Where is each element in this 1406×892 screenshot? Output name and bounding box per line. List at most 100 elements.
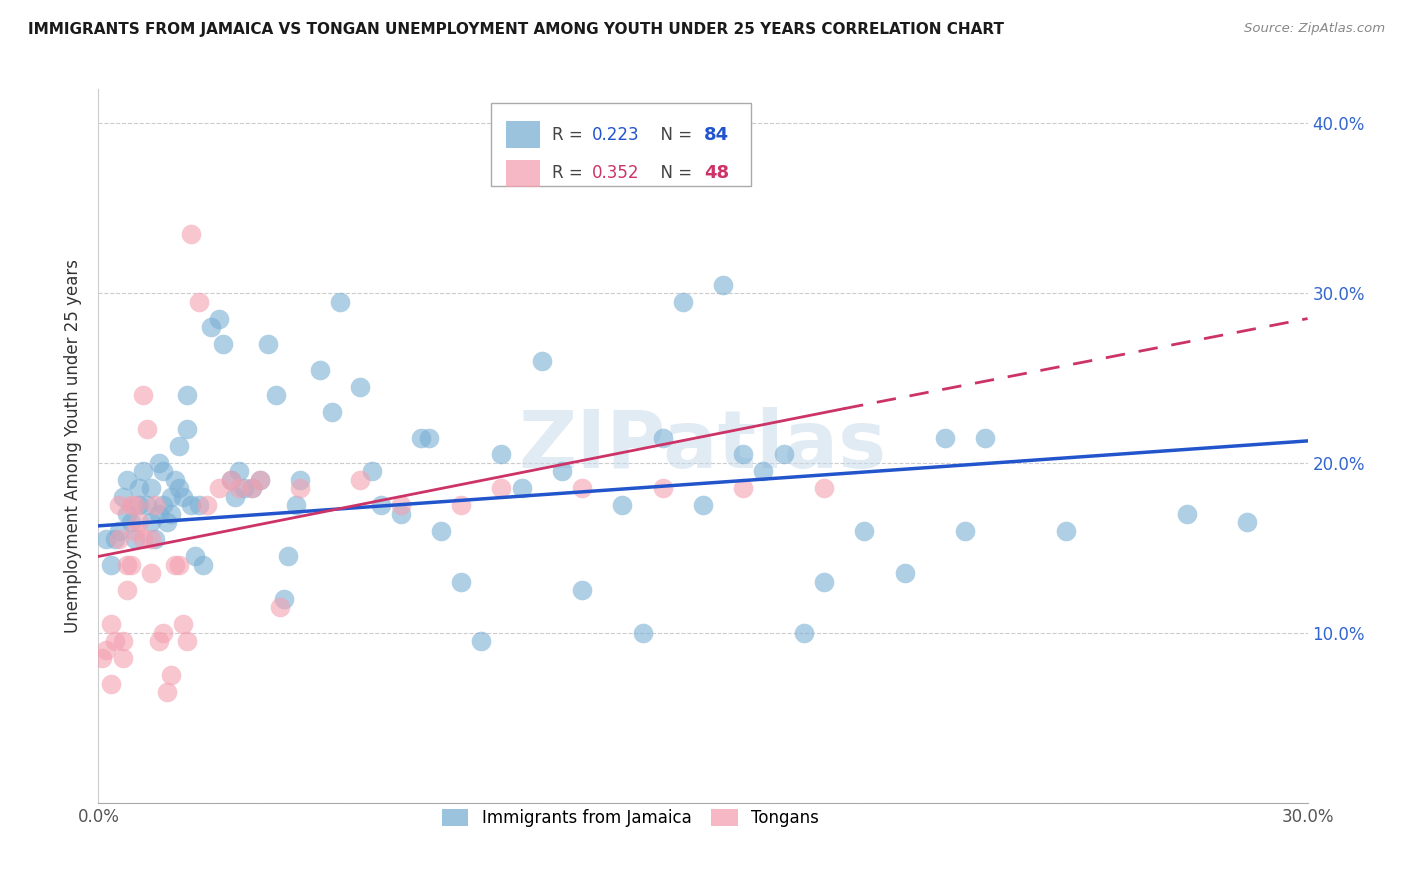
Point <box>124 533 146 547</box>
Point <box>128 482 150 496</box>
Point <box>510 482 533 496</box>
Point <box>733 482 755 496</box>
Point <box>256 337 278 351</box>
Point <box>692 499 714 513</box>
Point <box>120 499 142 513</box>
Point <box>103 634 125 648</box>
Point <box>143 499 166 513</box>
Point <box>167 558 190 572</box>
Point <box>143 533 166 547</box>
Point <box>160 668 183 682</box>
Point <box>284 499 307 513</box>
Point <box>132 465 155 479</box>
Point <box>221 473 243 487</box>
Point <box>160 490 183 504</box>
Point <box>551 465 574 479</box>
Point <box>389 507 412 521</box>
Point <box>277 549 299 564</box>
Point <box>160 507 183 521</box>
Point <box>120 558 142 572</box>
Point <box>152 626 174 640</box>
Point <box>571 482 593 496</box>
Point <box>180 227 202 241</box>
Point <box>128 499 150 513</box>
Point <box>115 473 138 487</box>
Point <box>249 473 271 487</box>
Legend: Immigrants from Jamaica, Tongans: Immigrants from Jamaica, Tongans <box>434 802 825 834</box>
Point <box>135 499 157 513</box>
Point <box>152 465 174 479</box>
Point <box>631 626 654 640</box>
Point <box>156 516 179 530</box>
Point <box>139 566 162 581</box>
Point <box>470 634 492 648</box>
Point <box>120 516 142 530</box>
Point <box>163 473 186 487</box>
Point <box>389 499 412 513</box>
Point <box>208 311 231 326</box>
Point <box>124 524 146 538</box>
Point <box>264 388 287 402</box>
Point <box>450 499 472 513</box>
Point <box>188 499 211 513</box>
Point <box>148 507 170 521</box>
Text: 0.223: 0.223 <box>592 126 640 144</box>
Point <box>111 490 134 504</box>
Point <box>221 473 243 487</box>
Point <box>249 473 271 487</box>
Point <box>100 558 122 572</box>
Point <box>188 294 211 309</box>
Point <box>321 405 343 419</box>
Point <box>491 482 513 496</box>
Bar <box>506 121 540 148</box>
Text: R =: R = <box>553 126 588 144</box>
Point <box>309 362 332 376</box>
Point <box>349 379 371 393</box>
FancyBboxPatch shape <box>492 103 751 186</box>
Point <box>232 482 254 496</box>
Point <box>148 456 170 470</box>
Point <box>107 524 129 538</box>
Point <box>124 499 146 513</box>
Point <box>813 482 835 496</box>
Point <box>711 277 734 292</box>
Point <box>813 574 835 589</box>
Point <box>115 558 138 572</box>
Point <box>329 294 352 309</box>
Point <box>228 465 250 479</box>
Point <box>115 583 138 598</box>
Point <box>651 430 673 444</box>
Point <box>152 499 174 513</box>
Point <box>176 388 198 402</box>
Point <box>111 651 134 665</box>
Point <box>163 558 186 572</box>
Point <box>115 507 138 521</box>
Point <box>132 533 155 547</box>
Point <box>349 473 371 487</box>
Point <box>672 294 695 309</box>
Point <box>139 516 162 530</box>
Point <box>148 634 170 648</box>
Point <box>269 600 291 615</box>
Point <box>752 465 775 479</box>
Y-axis label: Unemployment Among Youth under 25 years: Unemployment Among Youth under 25 years <box>63 259 82 633</box>
Text: Source: ZipAtlas.com: Source: ZipAtlas.com <box>1244 22 1385 36</box>
Bar <box>506 160 540 186</box>
Point <box>418 430 440 444</box>
Point <box>111 634 134 648</box>
Point <box>176 422 198 436</box>
Point <box>224 490 246 504</box>
Point <box>176 634 198 648</box>
Point <box>893 566 915 581</box>
Point <box>193 558 215 572</box>
Point <box>107 499 129 513</box>
Point <box>156 685 179 699</box>
Point <box>974 430 997 444</box>
Point <box>91 651 114 665</box>
Point <box>240 482 263 496</box>
Point <box>288 482 311 496</box>
Point <box>172 617 194 632</box>
Point <box>361 465 384 479</box>
Point <box>167 482 190 496</box>
Point <box>772 448 794 462</box>
